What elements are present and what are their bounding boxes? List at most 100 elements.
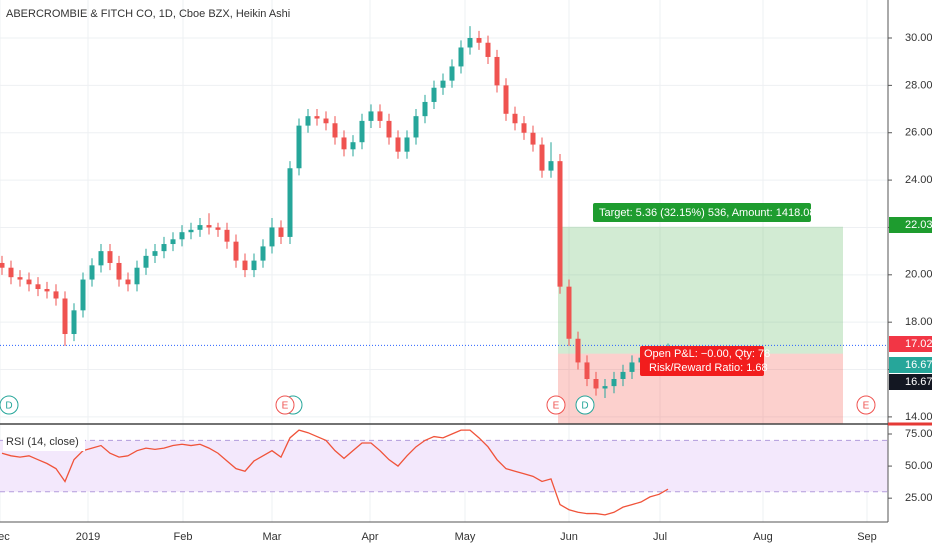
candle-body: [440, 80, 446, 88]
candle-body: [170, 239, 176, 245]
target-zone: [558, 226, 843, 354]
candle-body: [197, 225, 203, 230]
candle-body: [476, 38, 482, 43]
rsi-title: RSI (14, close): [6, 436, 79, 448]
candle-body: [233, 241, 239, 261]
candle-body: [53, 291, 59, 299]
event-marker: [275, 395, 295, 415]
candle-body: [35, 284, 41, 290]
rsi-band: [0, 440, 888, 492]
candle-body: [521, 123, 527, 133]
y-tick-label: 24.00: [905, 174, 932, 186]
candle-body: [161, 244, 167, 252]
candle-body: [467, 38, 473, 48]
candle-body: [503, 85, 509, 114]
candle-body: [0, 262, 5, 268]
candle-body: [89, 265, 95, 280]
candle-body: [296, 125, 302, 169]
candle-body: [116, 262, 122, 280]
candle-body: [224, 229, 230, 242]
pnl-label: Open P&L: −0.00, Qty: 78: [644, 348, 770, 360]
candle-body: [62, 298, 68, 335]
target-label-box: [593, 203, 811, 222]
candle-body: [143, 255, 149, 268]
candle-body: [125, 279, 131, 285]
price-label: 17.02: [905, 338, 932, 350]
rr-label: Risk/Reward Ratio: 1.68: [649, 362, 768, 374]
price-label: 16.67: [905, 359, 932, 371]
x-tick-label: Feb: [174, 531, 193, 543]
rsi-line: [1, 429, 669, 516]
price-label: 16.67: [905, 376, 932, 388]
x-tick-label: Jun: [560, 531, 578, 543]
candle-body: [305, 116, 311, 126]
rsi-tick-label: 50.00: [905, 460, 932, 472]
x-tick-label: Sep: [857, 531, 877, 543]
y-tick-label: 14.00: [905, 411, 932, 423]
candle-body: [494, 56, 500, 86]
candle-body: [620, 371, 626, 380]
candle-body: [530, 132, 536, 145]
candle-body: [350, 142, 356, 150]
x-tick-label: Aug: [753, 531, 773, 543]
event-marker: [856, 395, 876, 415]
candle-body: [260, 246, 266, 261]
price-label: 22.03: [905, 219, 932, 231]
candle-body: [611, 379, 617, 387]
candle-body: [287, 168, 293, 237]
candle-body: [152, 251, 158, 256]
price-label-box: [889, 336, 932, 352]
candle-body: [107, 251, 113, 263]
candle-body: [359, 120, 365, 143]
candle-body: [251, 260, 257, 271]
event-label: E: [863, 401, 870, 412]
candle-body: [314, 116, 320, 119]
candle-body: [71, 310, 77, 335]
x-tick-label: Apr: [361, 531, 378, 543]
candle-body: [593, 379, 599, 389]
candle-body: [80, 279, 86, 311]
x-tick-label: Dec: [0, 531, 10, 543]
price-label-box: [889, 357, 932, 373]
event-marker: [546, 395, 566, 415]
candle-body: [206, 225, 212, 228]
candle-body: [557, 161, 563, 287]
candle-body: [449, 66, 455, 81]
candle-body: [575, 338, 581, 363]
candle-body: [44, 289, 50, 292]
y-tick-label: 20.00: [905, 269, 932, 281]
chart-title: ABERCROMBIE & FITCH CO, 1D, Cboe BZX, He…: [6, 8, 290, 20]
price-label-box: [889, 374, 932, 390]
event-marker: [0, 395, 19, 415]
target-label: Target: 5.36 (32.15%) 536, Amount: 1418.…: [599, 207, 815, 219]
candle-body: [341, 137, 347, 150]
candle-body: [269, 227, 275, 247]
candle-body: [422, 101, 428, 117]
candle-body: [584, 362, 590, 380]
candle-body: [386, 120, 392, 138]
pnl-label-box: [640, 346, 764, 376]
event-marker: [575, 395, 595, 415]
candle-body: [134, 267, 140, 285]
price-label-box: [889, 217, 932, 233]
candle-body: [431, 87, 437, 102]
candle-body: [566, 286, 572, 339]
candle-body: [377, 111, 383, 121]
candle-body: [485, 42, 491, 57]
candle-body: [332, 123, 338, 138]
candle-body: [26, 279, 32, 285]
candle-body: [188, 229, 194, 233]
candle-body: [323, 118, 329, 124]
x-tick-label: Mar: [263, 531, 282, 543]
rsi-title-box: [3, 433, 85, 451]
event-label: E: [553, 401, 560, 412]
event-label: D: [5, 401, 12, 412]
candle-body: [278, 227, 284, 237]
y-tick-label: 28.00: [905, 79, 932, 91]
event-label: E: [282, 401, 289, 412]
candle-body: [215, 227, 221, 230]
candle-body: [395, 137, 401, 152]
candle-body: [8, 267, 14, 278]
y-tick-label: 26.00: [905, 127, 932, 139]
